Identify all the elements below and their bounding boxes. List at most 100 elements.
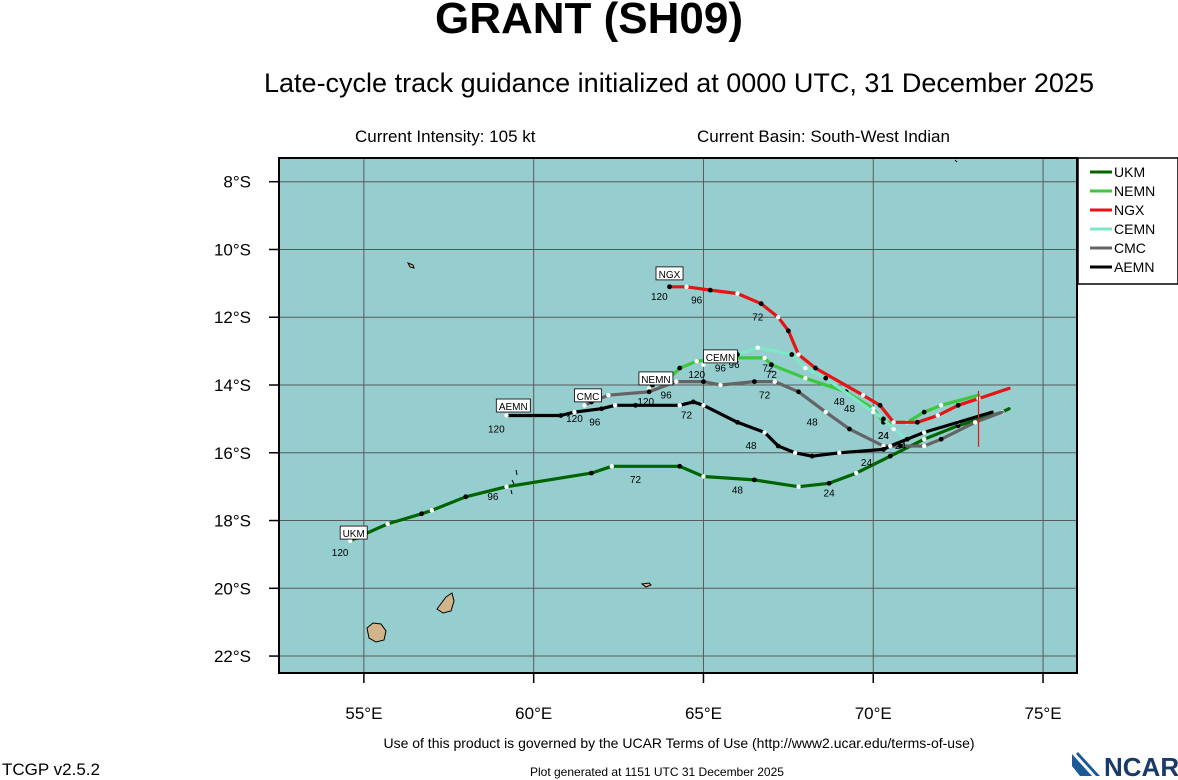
track-point-open bbox=[921, 437, 927, 442]
track-point-open bbox=[701, 403, 706, 408]
track-point-open bbox=[888, 443, 893, 449]
current-intensity: Current Intensity: 105 kt bbox=[355, 127, 536, 146]
track-point-open bbox=[792, 450, 798, 455]
track-point-filled bbox=[881, 416, 886, 422]
track-point-open bbox=[684, 284, 689, 289]
cargados-islet bbox=[510, 469, 518, 495]
track-point-open bbox=[348, 538, 353, 544]
x-tick-label-70: 70°E bbox=[855, 704, 892, 723]
track-line-cmc bbox=[582, 380, 1004, 448]
forecast-hour-label: 96 bbox=[728, 360, 740, 371]
track-point-open bbox=[803, 365, 808, 371]
ncar-logo-text: NCAR bbox=[1104, 752, 1178, 780]
track-point-filled bbox=[646, 389, 652, 395]
track-point-open bbox=[837, 450, 842, 455]
track-point-filled bbox=[677, 463, 683, 469]
track-point-open bbox=[891, 420, 896, 425]
forecast-hour-label: 72 bbox=[762, 363, 774, 374]
forecast-hour-label: 72 bbox=[681, 411, 693, 422]
track-point-open bbox=[677, 403, 682, 408]
forecast-hour-label: 72 bbox=[759, 390, 771, 401]
forecast-hour-label: 120 bbox=[332, 548, 349, 559]
forecast-hour-label: 96 bbox=[487, 492, 499, 503]
y-tick-label-8: 8°S bbox=[223, 173, 251, 192]
track-point-filled bbox=[881, 446, 886, 452]
track-point-open bbox=[796, 352, 801, 357]
generated-timestamp: Plot generated at 1151 UTC 31 December 2… bbox=[530, 765, 784, 779]
legend-box bbox=[1077, 157, 1178, 285]
forecast-hour-label: 96 bbox=[589, 418, 601, 429]
y-tick-label-20: 20°S bbox=[214, 579, 251, 598]
legend-label-ukm: UKM bbox=[1114, 164, 1145, 180]
track-point-open bbox=[762, 355, 767, 361]
track-point-filled bbox=[938, 436, 944, 442]
forecast-hour-label: 48 bbox=[834, 397, 846, 408]
track-ngx: 24 48 72 96 120 bbox=[651, 284, 1011, 442]
track-point-filled bbox=[677, 365, 683, 371]
track-point-filled bbox=[667, 284, 672, 290]
track-point-filled bbox=[690, 399, 696, 405]
track-point-open bbox=[646, 386, 652, 391]
track-point-filled bbox=[847, 426, 852, 432]
y-tick-label-16: 16°S bbox=[214, 444, 251, 463]
model-tag-box-ukm bbox=[339, 525, 368, 540]
ocean-background bbox=[279, 158, 1077, 673]
forecast-hour-label: 96 bbox=[715, 363, 727, 374]
forecast-hour-label: 96 bbox=[691, 296, 703, 307]
x-tick-label-75: 75°E bbox=[1025, 704, 1062, 723]
forecast-hour-label: 120 bbox=[566, 414, 583, 425]
track-point-filled bbox=[789, 352, 795, 357]
track-point-filled bbox=[758, 301, 764, 307]
track-point-filled bbox=[955, 402, 961, 408]
track-point-filled bbox=[701, 379, 706, 385]
track-point-filled bbox=[904, 436, 910, 442]
current-basin: Current Basin: South-West Indian bbox=[697, 127, 950, 146]
mauritius-island bbox=[436, 592, 455, 614]
forecast-hour-label: 24 bbox=[824, 489, 836, 500]
track-point-open bbox=[504, 484, 509, 489]
y-tick-label-10: 10°S bbox=[214, 240, 251, 259]
track-point-open bbox=[921, 430, 927, 435]
forecast-hour-label: 48 bbox=[807, 418, 819, 429]
forecast-hour-label: 24 bbox=[878, 431, 890, 442]
track-point-filled bbox=[558, 413, 564, 418]
model-tag-box-nemn bbox=[638, 371, 674, 386]
legend-label-ngx: NGX bbox=[1114, 202, 1145, 218]
forecast-hour-label: 120 bbox=[688, 370, 705, 381]
version-label: TCGP v2.5.2 bbox=[2, 760, 100, 779]
reunion-island bbox=[366, 622, 387, 643]
x-axis-ticks: 55°E 60°E 65°E 70°E 75°E bbox=[345, 673, 1062, 723]
track-point-filled bbox=[823, 375, 829, 381]
track-point-open bbox=[701, 474, 706, 479]
track-point-filled bbox=[813, 365, 818, 371]
track-point-open bbox=[935, 413, 940, 418]
ncar-logo-mark bbox=[1072, 752, 1100, 776]
model-tag-cmc: CMC bbox=[577, 392, 600, 403]
x-tick-label-60: 60°E bbox=[515, 704, 552, 723]
legend: UKM NEMN NGX CEMN CMC AEMN bbox=[1077, 157, 1178, 285]
track-point-open bbox=[803, 376, 808, 381]
forecast-hour-label: 72 bbox=[752, 312, 764, 323]
legend-label-cmc: CMC bbox=[1114, 240, 1146, 256]
x-tick-label-65: 65°E bbox=[685, 704, 722, 723]
chagos-islet bbox=[954, 159, 958, 163]
rodrigues-island bbox=[640, 582, 652, 588]
track-point-open bbox=[674, 379, 679, 384]
model-tracks: 24 48 72 96 120 24 48 72 96 120 24 48 72 96 120 72 96 120… bbox=[332, 284, 1011, 559]
terms-of-use: Use of this product is governed by the U… bbox=[383, 735, 975, 751]
model-tag-box-cmc bbox=[574, 388, 602, 403]
model-tag-box-aemn bbox=[495, 398, 531, 413]
track-point-open bbox=[612, 403, 618, 408]
track-point-open bbox=[823, 409, 828, 415]
forecast-hour-label: 24 bbox=[861, 458, 873, 469]
legend-label-aemn: AEMN bbox=[1114, 259, 1154, 275]
track-point-open bbox=[762, 430, 767, 435]
legend-label-nemn: NEMN bbox=[1114, 183, 1155, 199]
track-point-filled bbox=[768, 362, 774, 368]
track-point-filled bbox=[915, 419, 920, 425]
track-point-filled bbox=[752, 379, 757, 385]
model-tag-cemn: CEMN bbox=[706, 353, 735, 364]
track-point-open bbox=[891, 426, 896, 432]
track-point-filled bbox=[419, 511, 425, 517]
track-point-open bbox=[609, 464, 614, 469]
